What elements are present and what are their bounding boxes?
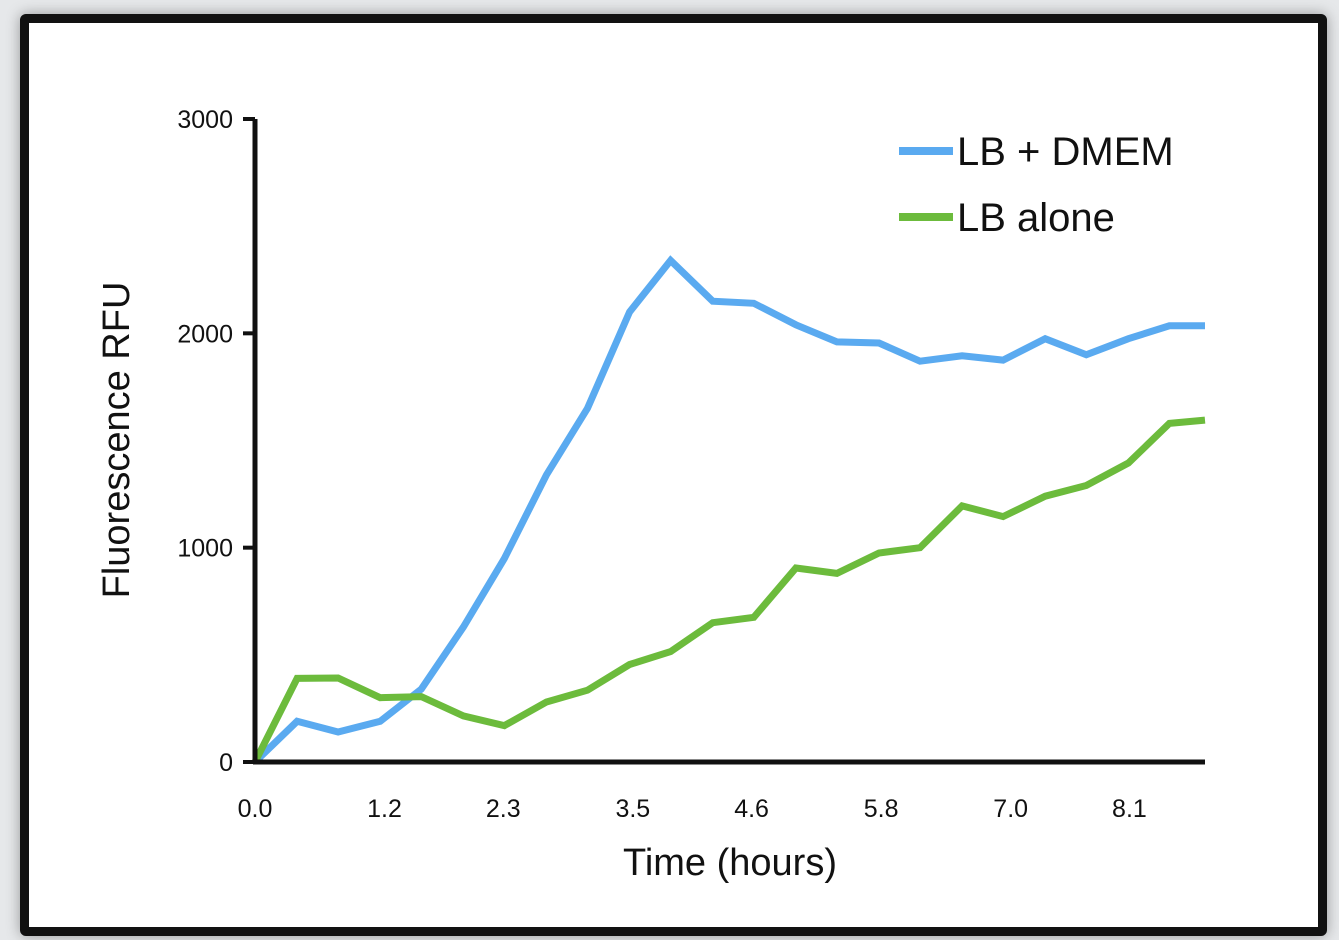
legend-label: LB alone — [957, 196, 1115, 240]
axis-layer — [252, 119, 1205, 765]
x-tick-label: 1.2 — [367, 795, 402, 823]
legend: LB + DMEM LB alone — [899, 130, 1174, 240]
x-tick-label: 4.6 — [734, 795, 769, 823]
figure-frame: 0 1000 2000 3000 0.0 1.2 2.3 3.5 4.6 5.8 7.0 8.1 T… — [20, 14, 1327, 936]
y-axis-title: Fluorescence RFU — [96, 282, 138, 599]
x-tick-label: 7.0 — [993, 795, 1028, 823]
y-tick-label: 2000 — [177, 320, 233, 348]
y-tick-label: 3000 — [177, 106, 233, 134]
x-tick-label: 0.0 — [238, 795, 273, 823]
y-tick-labels: 0 1000 2000 3000 — [177, 106, 255, 777]
x-tick-label: 8.1 — [1112, 795, 1147, 823]
x-tick-label: 5.8 — [864, 795, 899, 823]
line-chart: 0 1000 2000 3000 0.0 1.2 2.3 3.5 4.6 5.8 7.0 8.1 T… — [96, 106, 1206, 884]
legend-label: LB + DMEM — [957, 130, 1174, 174]
series-layer — [251, 255, 1206, 765]
x-axis-title: Time (hours) — [623, 842, 837, 884]
y-tick-label: 0 — [219, 749, 233, 777]
x-tick-labels: 0.0 1.2 2.3 3.5 4.6 5.8 7.0 8.1 — [238, 795, 1147, 823]
x-tick-label: 2.3 — [486, 795, 521, 823]
series-line-1 — [251, 416, 1206, 764]
series-line-0 — [252, 255, 1205, 765]
y-tick-label: 1000 — [177, 535, 233, 563]
x-tick-label: 3.5 — [615, 795, 650, 823]
